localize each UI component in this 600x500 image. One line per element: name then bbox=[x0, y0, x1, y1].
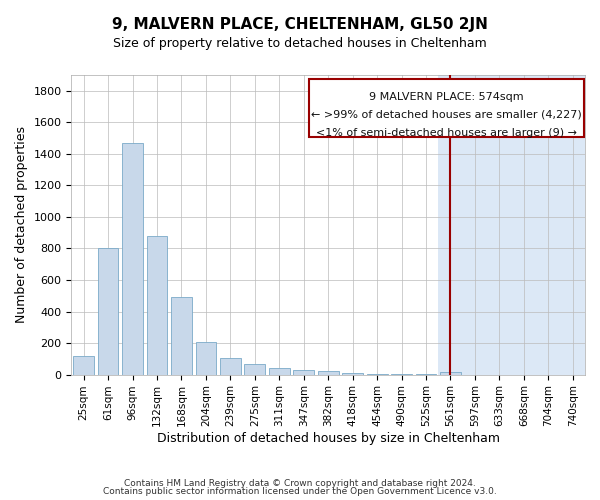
Text: Contains public sector information licensed under the Open Government Licence v3: Contains public sector information licen… bbox=[103, 487, 497, 496]
Bar bbox=[196, 342, 217, 374]
Bar bbox=[220, 358, 241, 374]
Bar bbox=[98, 248, 118, 374]
Text: ← >99% of detached houses are smaller (4,227): ← >99% of detached houses are smaller (4… bbox=[311, 110, 581, 120]
Text: <1% of semi-detached houses are larger (9) →: <1% of semi-detached houses are larger (… bbox=[316, 128, 577, 138]
Text: 9 MALVERN PLACE: 574sqm: 9 MALVERN PLACE: 574sqm bbox=[369, 92, 524, 102]
Bar bbox=[438, 75, 585, 374]
Bar bbox=[318, 372, 338, 374]
Bar bbox=[244, 364, 265, 374]
Bar bbox=[73, 356, 94, 374]
Bar bbox=[269, 368, 290, 374]
Bar bbox=[122, 143, 143, 374]
Y-axis label: Number of detached properties: Number of detached properties bbox=[15, 126, 28, 324]
Bar bbox=[308, 79, 584, 138]
Bar bbox=[293, 370, 314, 374]
Text: Contains HM Land Registry data © Crown copyright and database right 2024.: Contains HM Land Registry data © Crown c… bbox=[124, 478, 476, 488]
Text: 9, MALVERN PLACE, CHELTENHAM, GL50 2JN: 9, MALVERN PLACE, CHELTENHAM, GL50 2JN bbox=[112, 18, 488, 32]
Text: Size of property relative to detached houses in Cheltenham: Size of property relative to detached ho… bbox=[113, 38, 487, 51]
Bar bbox=[146, 236, 167, 374]
Bar bbox=[440, 372, 461, 374]
Bar bbox=[342, 373, 363, 374]
X-axis label: Distribution of detached houses by size in Cheltenham: Distribution of detached houses by size … bbox=[157, 432, 500, 445]
Bar bbox=[171, 298, 192, 374]
